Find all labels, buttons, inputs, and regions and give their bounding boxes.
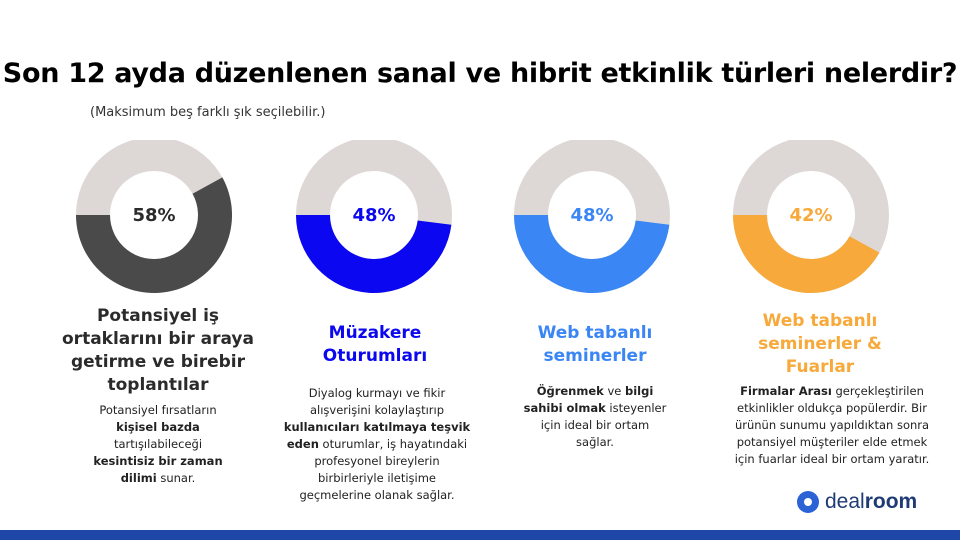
- card-description-line: sahibi olmak isteyenler: [505, 400, 685, 417]
- bold-text: eden: [286, 437, 319, 451]
- donut-chart-4: 42%: [731, 140, 891, 300]
- donut-value-segment: [733, 215, 880, 293]
- card-description-line: potansiyel müşteriler elde etmek: [712, 434, 952, 451]
- text: sağlar.: [576, 435, 614, 449]
- donut-chart-2: 48%: [294, 140, 454, 300]
- logo-text-room: room: [864, 490, 918, 513]
- card-heading-line: Potansiyel iş: [96, 306, 220, 326]
- text: gerçekleştirilen: [831, 384, 924, 398]
- text: ve: [603, 384, 625, 398]
- card-heading-line: Fuarlar: [785, 357, 855, 377]
- bold-text: bilgi: [625, 384, 654, 398]
- card-description-line: sağlar.: [505, 434, 685, 451]
- dealroom-logo: dealroom: [797, 490, 917, 514]
- card-description-line: dilimi sunar.: [58, 470, 258, 487]
- text: tartışılabileceği: [113, 437, 203, 451]
- bold-text: kesintisiz bir zaman: [93, 454, 223, 468]
- card-heading-1: Potansiyel iş ortaklarını bir araya getirm…: [48, 305, 268, 397]
- donut-value-segment: [296, 215, 452, 293]
- card-heading-line: toplantılar: [107, 375, 209, 395]
- bottom-bar: [0, 530, 960, 540]
- card-description-line: profesyonel bireylerin: [268, 453, 486, 470]
- card-description-line: Öğrenmek ve bilgi: [505, 383, 685, 400]
- card-description-line: birbirleriyle iletişime: [268, 470, 486, 487]
- logo-text-deal: deal: [825, 490, 865, 513]
- donut-chart-3: 48%: [512, 140, 672, 300]
- card-description-line: Potansiyel fırsatların: [58, 402, 258, 419]
- card-heading-line: Web tabanlı: [762, 311, 878, 331]
- text: için ideal bir ortam: [540, 418, 650, 432]
- text: birbirleriyle iletişime: [317, 471, 436, 485]
- card-description-line: için ideal bir ortam: [505, 417, 685, 434]
- bold-text: sahibi olmak: [523, 401, 606, 415]
- card-heading-3: Web tabanlı seminerler: [500, 322, 690, 368]
- card-heading-line: seminerler: [543, 346, 647, 366]
- card-description-4: Firmalar Arası gerçekleştirilen etkinlikl…: [712, 383, 952, 468]
- text: profesyonel bireylerin: [314, 454, 440, 468]
- donut-value-segment: [76, 177, 232, 294]
- bold-text: Firmalar Arası: [740, 384, 832, 398]
- card-heading-2: Müzakere Oturumları: [280, 322, 470, 368]
- card-description-line: Diyalog kurmayı ve fikir: [268, 385, 486, 402]
- text: Diyalog kurmayı ve fikir: [308, 386, 446, 400]
- text: oturumlar, iş hayatındaki: [318, 437, 468, 451]
- page-subtitle: (Maksimum beş farklı şık seçilebilir.): [90, 105, 326, 120]
- donut-value-label: 42%: [789, 204, 833, 226]
- text: için fuarlar ideal bir ortam yaratır.: [734, 452, 930, 466]
- text: potansiyel müşteriler elde etmek: [736, 435, 928, 449]
- text: alışverişini kolaylaştırıp: [309, 403, 445, 417]
- card-heading-line: Web tabanlı: [537, 323, 653, 343]
- bold-text: dilimi: [120, 471, 157, 485]
- card-heading-line: Oturumları: [322, 346, 428, 366]
- text: sunar.: [156, 471, 196, 485]
- card-description-line: kesintisiz bir zaman: [58, 453, 258, 470]
- card-description-line: alışverişini kolaylaştırıp: [268, 402, 486, 419]
- bold-text: Öğrenmek: [536, 384, 604, 398]
- text: etkinlikler oldukça popülerdir. Bir: [737, 401, 927, 415]
- card-heading-4: Web tabanlı seminerler & Fuarlar: [720, 310, 920, 379]
- donut-chart-1: 58%: [74, 140, 234, 300]
- donut-value-label: 48%: [570, 204, 614, 226]
- card-description-line: kişisel bazda: [58, 419, 258, 436]
- card-heading-line: seminerler &: [758, 334, 882, 354]
- text: isteyenler: [605, 401, 667, 415]
- text: ürünün sunumu yapıldıktan sonra: [734, 418, 930, 432]
- card-description-line: kullanıcıları katılmaya teşvik: [268, 419, 486, 436]
- card-description-line: tartışılabileceği: [58, 436, 258, 453]
- dealroom-logo-icon: [797, 491, 819, 513]
- page-title: Son 12 ayda düzenlenen sanal ve hibrit e…: [2, 58, 958, 89]
- card-description-2: Diyalog kurmayı ve fikir alışverişini kol…: [268, 385, 486, 504]
- bold-text: kişisel bazda: [116, 420, 200, 434]
- donut-value-label: 58%: [132, 204, 176, 226]
- donut-value-segment: [514, 215, 670, 293]
- card-heading-line: Müzakere: [328, 323, 422, 343]
- card-description-line: Firmalar Arası gerçekleştirilen: [712, 383, 952, 400]
- card-description-1: Potansiyel fırsatların kişisel bazda tartı…: [58, 402, 258, 487]
- text: Potansiyel fırsatların: [99, 403, 217, 417]
- bold-text: kullanıcıları katılmaya teşvik: [283, 420, 471, 434]
- donut-value-label: 48%: [352, 204, 396, 226]
- text: geçmelerine olanak sağlar.: [299, 488, 455, 502]
- card-description-line: ürünün sunumu yapıldıktan sonra: [712, 417, 952, 434]
- card-description-3: Öğrenmek ve bilgi sahibi olmak isteyenler…: [505, 383, 685, 451]
- card-heading-line: getirme ve birebir: [70, 352, 246, 372]
- card-description-line: için fuarlar ideal bir ortam yaratır.: [712, 451, 952, 468]
- card-description-line: geçmelerine olanak sağlar.: [268, 487, 486, 504]
- card-heading-line: ortaklarını bir araya: [62, 329, 254, 349]
- card-description-line: etkinlikler oldukça popülerdir. Bir: [712, 400, 952, 417]
- card-description-line: eden oturumlar, iş hayatındaki: [268, 436, 486, 453]
